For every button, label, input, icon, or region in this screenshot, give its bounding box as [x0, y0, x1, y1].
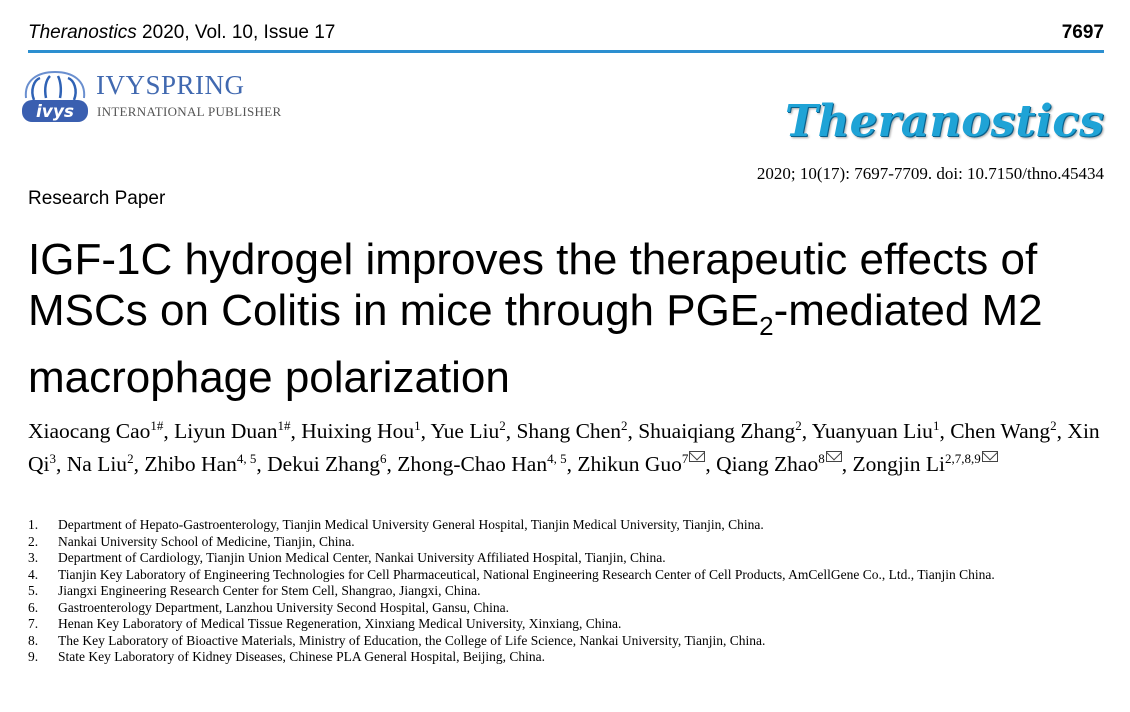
author-affiliation-marker: 4, 5	[547, 451, 567, 467]
author-affiliation-marker: 4, 5	[236, 451, 257, 467]
author-affiliation-marker: 7	[681, 451, 689, 467]
affiliation-text: Nankai University School of Medicine, Ti…	[58, 533, 355, 549]
running-header: Theranostics 2020, Vol. 10, Issue 17 769…	[28, 22, 1104, 44]
author-name: Yuanyuan Liu	[811, 419, 933, 444]
affiliation-item: 1. Department of Hepato-Gastroenterology,…	[28, 517, 1108, 534]
author-name: Xiaocang Cao	[28, 419, 151, 444]
title-subscript: 2	[759, 310, 774, 341]
author: Huixing Hou1	[301, 418, 421, 444]
affiliation-number: 3.	[28, 550, 39, 565]
affiliation-text: State Key Laboratory of Kidney Diseases,…	[58, 649, 546, 664]
affiliation-item: 4. Tianjin Key Laboratory of Engineering …	[28, 567, 1108, 584]
ivyspring-logo-icon: ivys	[22, 70, 88, 122]
author-affiliation-marker: 2	[1050, 418, 1057, 433]
affiliation-number: 9.	[28, 649, 39, 664]
author-affiliation-marker: 2	[620, 418, 628, 433]
author: Shuaiqiang Zhang2	[638, 418, 802, 444]
author-affiliation-marker: 2	[499, 418, 506, 433]
author: Shang Chen2	[516, 418, 628, 444]
author-affiliation-marker: 2	[795, 418, 802, 433]
author: Xin Qi3	[28, 419, 1100, 476]
affiliation-number: 6.	[28, 599, 39, 615]
affiliation-number: 8.	[28, 632, 39, 648]
affiliation-text: Department of Cardiology, Tianjin Union …	[58, 550, 666, 565]
author-name: Zhong-Chao Han	[397, 452, 548, 477]
article-title: IGF-1C hydrogel improves the therapeutic…	[28, 234, 1108, 403]
envelope-icon[interactable]	[689, 451, 706, 463]
author: Qiang Zhao8	[716, 451, 842, 477]
author-name: Qiang Zhao	[716, 452, 819, 477]
author-affiliation-marker: 1#	[277, 418, 291, 433]
header-rule	[28, 50, 1104, 53]
author-name: Chen Wang	[950, 419, 1051, 444]
envelope-icon[interactable]	[981, 451, 998, 463]
volume-info: 2020, Vol. 10, Issue 17	[136, 22, 336, 43]
author: Yuanyuan Liu1	[811, 418, 940, 444]
citation-line: 2020; 10(17): 7697-7709. doi: 10.7150/th…	[756, 164, 1104, 183]
affiliation-item: 6. Gastroenterology Department, Lanzhou U…	[28, 600, 1108, 617]
affiliation-number: 2.	[28, 533, 39, 549]
affiliation-text: Department of Hepato-Gastroenterology, T…	[58, 517, 764, 532]
affiliation-item: 3. Department of Cardiology, Tianjin Unio…	[28, 550, 1108, 567]
author: Xiaocang Cao1#	[28, 418, 164, 444]
author-name: Zhibo Han	[144, 452, 237, 477]
page-number: 7697	[1061, 22, 1104, 43]
affiliation-item: 9. State Key Laboratory of Kidney Disease…	[28, 649, 1108, 666]
svg-text:ivys: ivys	[36, 102, 74, 122]
journal-name: Theranostics	[28, 22, 137, 43]
author-affiliation-marker: 2,7,8,9	[945, 451, 981, 467]
author-name: Xin Qi	[28, 419, 1100, 477]
author-name: Zongjin Li	[852, 452, 946, 477]
affiliation-text: Tianjin Key Laboratory of Engineering Te…	[58, 566, 995, 582]
author-affiliation-marker: 1	[932, 418, 940, 433]
author: Liyun Duan1#	[174, 418, 291, 444]
author: Zhong-Chao Han4, 5	[397, 451, 567, 477]
affiliation-item: 8. The Key Laboratory of Bioactive Materi…	[28, 633, 1108, 650]
affiliation-item: 5. Jiangxi Engineering Research Center fo…	[28, 583, 1108, 600]
affiliation-number: 7.	[28, 616, 39, 631]
author-affiliation-marker: 1#	[150, 418, 164, 433]
author: Dekui Zhang6	[267, 451, 387, 477]
article-type: Research Paper	[28, 188, 166, 209]
affiliation-item: 7. Henan Key Laboratory of Medical Tissue…	[28, 616, 1108, 633]
author-name: Dekui Zhang	[267, 452, 380, 477]
affiliation-number: 1.	[28, 517, 39, 532]
affiliation-list: 1. Department of Hepato-Gastroenterology,…	[28, 517, 1108, 666]
author: Chen Wang2	[950, 418, 1057, 444]
author-affiliation-marker: 8	[818, 451, 825, 467]
publisher-name: IVYSPRING	[96, 70, 245, 100]
author-name: Yue Liu	[430, 419, 500, 444]
author-name: Huixing Hou	[301, 419, 415, 444]
envelope-icon[interactable]	[825, 451, 842, 463]
author-affiliation-marker: 3	[49, 451, 57, 467]
author: Zongjin Li2,7,8,9	[852, 451, 998, 477]
affiliation-text: Jiangxi Engineering Research Center for …	[58, 583, 481, 598]
author-affiliation-marker: 2	[127, 451, 134, 467]
journal-logo: Theranostics	[784, 96, 1104, 147]
author-list: Xiaocang Cao1#, Liyun Duan1#, Huixing Ho…	[28, 418, 1100, 477]
affiliation-number: 5.	[28, 583, 39, 598]
author-name: Shang Chen	[516, 419, 621, 444]
author-name: Liyun Duan	[174, 419, 278, 444]
author-name: Zhikun Guo	[577, 452, 682, 477]
author: Na Liu2	[66, 451, 134, 477]
author: Zhibo Han4, 5	[144, 451, 257, 477]
author-name: Na Liu	[66, 452, 128, 477]
affiliation-item: 2. Nankai University School of Medicine, …	[28, 534, 1108, 551]
author-affiliation-marker: 6	[379, 451, 387, 467]
author-name: Shuaiqiang Zhang	[638, 419, 796, 444]
affiliation-number: 4.	[28, 566, 39, 582]
publisher-subtitle: INTERNATIONAL PUBLISHER	[97, 104, 282, 119]
affiliation-text: Henan Key Laboratory of Medical Tissue R…	[58, 616, 622, 631]
affiliation-text: Gastroenterology Department, Lanzhou Uni…	[58, 599, 510, 615]
affiliation-text: The Key Laboratory of Bioactive Material…	[58, 632, 766, 648]
author-affiliation-marker: 1	[414, 418, 421, 433]
author: Zhikun Guo7	[577, 451, 706, 477]
author: Yue Liu2	[430, 418, 506, 444]
title-part-1: IGF-1C hydrogel improves the therapeutic…	[28, 235, 1038, 335]
title-part-2: -mediated M2 macrophage polarization	[28, 286, 1043, 402]
